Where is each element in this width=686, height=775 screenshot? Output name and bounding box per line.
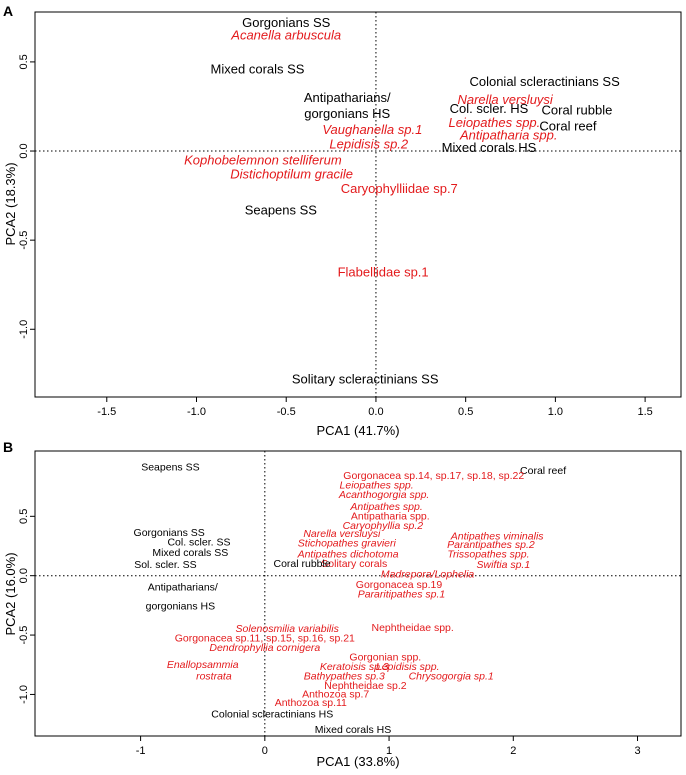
a-x-tick-label: 0.5 — [458, 406, 473, 418]
b-habitat-label: gorgonians HS — [146, 601, 215, 613]
a-y-tick-label: 0.0 — [18, 143, 30, 158]
b-species-label: Solenosmilia variabilis — [236, 623, 340, 635]
b-species-label: Nephtheidae sp.2 — [324, 680, 406, 692]
a-habitat-label: Coral rubble — [542, 103, 613, 118]
a-habitat-label: Gorgonians SS — [242, 15, 330, 30]
b-habitat-label: Antipatharians/ — [148, 582, 218, 594]
b-x-tick-label: -1 — [136, 745, 146, 757]
panel-a-letter: A — [3, 3, 13, 19]
a-y-tick-label: -0.5 — [18, 231, 30, 250]
b-species-label: Chrysogorgia sp.1 — [409, 671, 494, 683]
b-species-label: Gorgonacea sp.14, sp.17, sp.18, sp.22 — [343, 470, 524, 482]
b-species-label: Trissopathes spp. — [447, 548, 529, 560]
b-species-label: Caryophyllia sp.2 — [343, 520, 424, 532]
b-y-tick-label: 0.5 — [18, 509, 30, 524]
b-species-label: Pararitipathes sp.1 — [358, 589, 446, 601]
b-species-label: Bathypathes sp.3 — [304, 671, 385, 683]
b-x-tick-label: 2 — [510, 745, 516, 757]
a-species-label: Flabellidae sp.1 — [338, 265, 429, 280]
b-species-label: Swiftia sp.1 — [476, 559, 530, 571]
panel-b-letter: B — [3, 439, 13, 455]
a-habitat-label: Coral reef — [539, 119, 596, 134]
a-habitat-label: Col. scler. HS — [450, 101, 529, 116]
b-species-label: Anthozoa sp.11 — [275, 697, 347, 709]
a-species-label: Distichoptilum gracile — [230, 167, 353, 182]
panel-b-y-axis-title: PCA2 (16.0%) — [3, 552, 18, 635]
a-y-tick-label: -1.0 — [18, 320, 30, 339]
a-x-tick-label: 0.0 — [368, 406, 383, 418]
a-species-label: Kophobelemnon stelliferum — [184, 152, 342, 167]
b-species-label: Enallopsammia — [167, 659, 239, 671]
b-species-label: Acanthogorgia spp. — [338, 489, 429, 501]
b-habitat-label: Col. scler. SS — [167, 536, 230, 548]
panel-a-x-axis-title: PCA1 (41.7%) — [316, 423, 399, 438]
b-species-label: rostrata — [196, 671, 232, 683]
b-y-tick-label: -0.5 — [18, 626, 30, 645]
a-habitat-label: Seapens SS — [245, 202, 318, 217]
b-species-label: Gorgonacea sp.11, sp.15, sp.16, sp.21 — [175, 633, 355, 645]
panel-a-plot-frame — [34, 11, 682, 398]
a-habitat-label: gorgonians HS — [304, 106, 390, 121]
b-species-label: Antipathes viminalis — [450, 531, 545, 543]
a-habitat-label: Mixed corals HS — [442, 140, 537, 155]
b-species-label: Solitary corals — [321, 558, 387, 570]
b-species-label: Stichopathes gravieri — [298, 538, 397, 550]
b-species-label: Keratoisis sp.3 — [320, 661, 389, 673]
b-species-label: Parantipathes sp.2 — [447, 539, 535, 551]
panel-b-plot: -1 0 1 2 3 -1.0 -0.5 0.0 0.5 Seapens SS Coral reef… — [18, 451, 681, 757]
a-species-label: Lepidisis sp.2 — [329, 136, 409, 151]
a-species-label: Caryophylliidae sp.7 — [341, 181, 458, 196]
b-habitat-label: Colonial scleractinians HS — [211, 709, 333, 721]
b-x-tick-label: 0 — [262, 745, 268, 757]
b-x-tick-label: 3 — [634, 745, 640, 757]
a-y-tick-label: 0.5 — [18, 54, 30, 69]
b-species-label: Anthozoa sp.7 — [302, 688, 369, 700]
panel-b-x-axis-title: PCA1 (33.8%) — [316, 754, 399, 769]
a-habitat-label: Mixed corals SS — [211, 62, 305, 77]
b-x-tick-label: 1 — [386, 745, 392, 757]
a-species-label: Narella versluysi — [457, 92, 553, 107]
a-habitat-label: Antipatharians/ — [304, 90, 391, 105]
a-x-tick-label: 1.5 — [637, 406, 652, 418]
panel-b-plot-frame — [34, 450, 682, 737]
b-y-tick-label: -1.0 — [18, 685, 30, 704]
b-habitat-label: Mixed corals SS — [152, 547, 228, 559]
b-species-label: Nephtheidae spp. — [371, 622, 453, 634]
b-y-tick-label: 0.0 — [18, 568, 30, 583]
b-species-label: Narella versluysi — [303, 528, 381, 540]
a-species-label: Acanella arbuscula — [230, 28, 341, 43]
b-species-label: Madrepora/Lophelia — [381, 569, 475, 581]
b-species-label: Antipathes spp. — [349, 501, 422, 513]
b-species-label: Lepidisis spp. — [376, 661, 440, 673]
a-x-tick-label: -1.5 — [97, 406, 116, 418]
a-x-tick-label: -1.0 — [187, 406, 206, 418]
a-species-label: Vaughanella sp.1 — [322, 122, 422, 137]
b-habitat-label: Coral reef — [520, 465, 566, 477]
b-habitat-label: Gorgonians SS — [134, 527, 205, 539]
panel-a-y-axis-title: PCA2 (18.3%) — [3, 162, 18, 245]
b-species-label: Gorgonacea sp.19 — [356, 579, 443, 591]
b-species-label: Leiopathes spp. — [340, 479, 414, 491]
b-species-label: Antipathes dichotoma — [297, 548, 399, 560]
b-species-label: Gorgonian spp. — [349, 652, 421, 664]
a-species-label: Leiopathes spp. — [448, 115, 540, 130]
a-species-label: Antipatharia spp. — [459, 127, 558, 142]
b-habitat-label: Mixed corals HS — [315, 724, 391, 736]
b-species-label: Dendrophyllia cornigera — [209, 642, 320, 654]
a-x-tick-label: -0.5 — [277, 406, 296, 418]
a-x-tick-label: 1.0 — [548, 406, 563, 418]
b-habitat-label: Sol. scler. SS — [134, 559, 196, 571]
panel-a-plot: -1.5 -1.0 -0.5 0.0 0.5 1.0 1.5 -1.0 -0.5 0.0 0.5 Go… — [18, 12, 681, 418]
a-habitat-label: Colonial scleractinians SS — [469, 74, 620, 89]
b-habitat-label: Coral rubble — [273, 558, 330, 570]
a-habitat-label: Solitary scleractinians SS — [292, 372, 439, 387]
b-species-label: Antipatharia spp. — [351, 510, 430, 522]
b-habitat-label: Seapens SS — [141, 462, 199, 474]
